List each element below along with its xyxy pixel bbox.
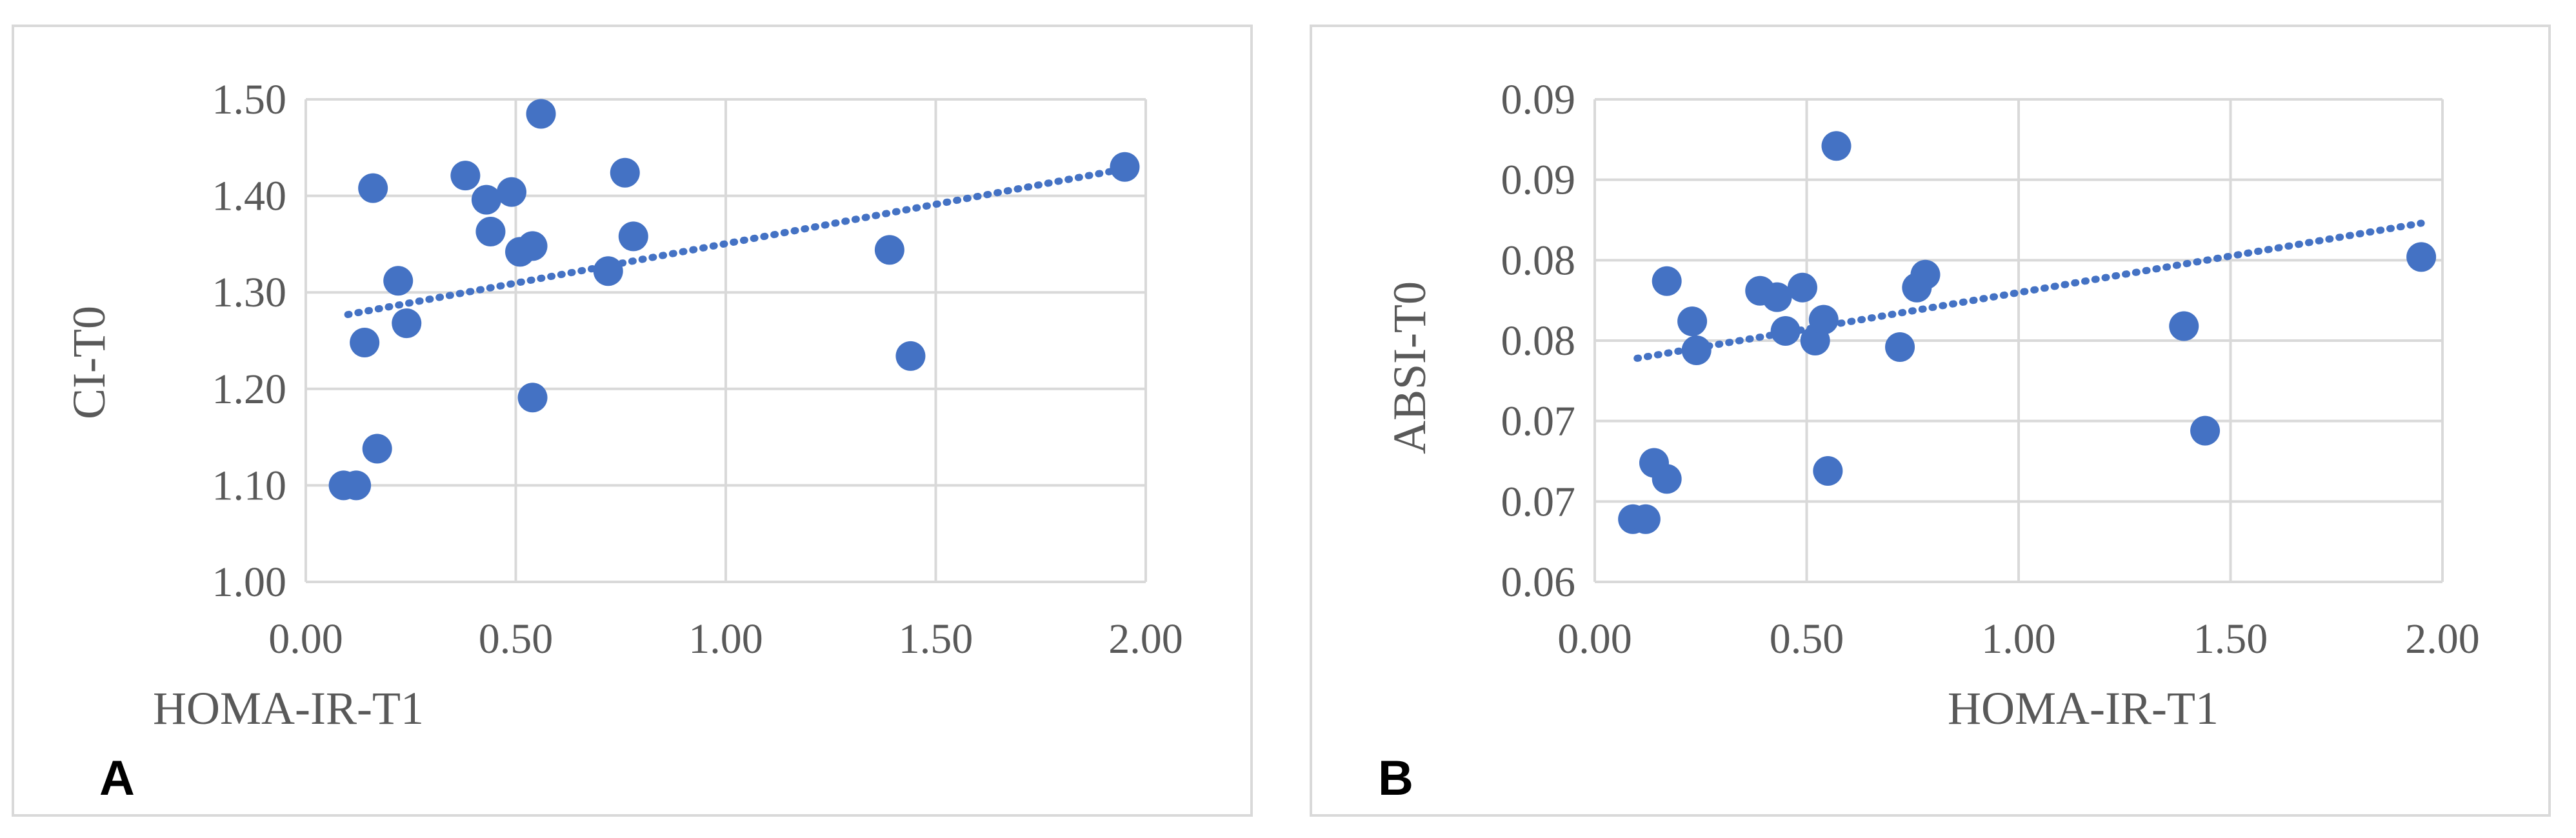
chart-a-data-point [593,256,623,286]
chart-a-data-point [610,157,640,188]
chart-b-trendline [1633,219,2425,362]
chart-b-data-point [1787,272,1817,303]
chart-a-data-point [383,266,414,296]
chart-b-data-point [1821,131,1852,161]
chart-b-panel-label: B [1378,751,1413,806]
chart-a-x-tick-label: 0.00 [268,615,343,663]
chart-b-x-tick-label: 1.00 [1981,615,2056,663]
chart-a-data-point [526,99,556,129]
chart-a-y-tick-label: 1.50 [212,76,287,123]
chart-b-x-tick-label: 2.00 [2405,615,2480,663]
chart-a-data-point [1110,152,1140,182]
chart-b-data-point [1762,282,1792,312]
chart-a-data-point [895,341,926,371]
chart-b-x-tick-label: 0.00 [1557,615,1632,663]
chart-panel-b: 0.06 0.07 0.07 0.08 0.08 0.09 0.09 0.00 0.50 1.00… [1310,25,2551,817]
chart-b-data-point [1770,316,1801,346]
chart-b-y-tick-label: 0.07 [1501,478,1576,525]
chart-a-data-point [450,161,481,191]
chart-a-data-point [392,308,422,339]
chart-b-points [1618,131,2437,534]
chart-b-y-tick-label: 0.09 [1501,157,1576,204]
chart-b-data-point [1681,335,1712,365]
chart-b-y-tick-label: 0.08 [1501,237,1576,284]
chart-a-data-point [874,235,904,265]
chart-a-data-point [517,231,548,261]
chart-a-svg: 1.00 1.10 1.20 1.30 1.40 1.50 0.00 0.50 1.00 1.50… [63,76,1183,806]
chart-b-data-point [1652,464,1682,494]
chart-a-x-axis-title: HOMA-IR-T1 [153,683,424,734]
chart-a-data-point [341,470,372,501]
chart-a-y-tick-label: 1.10 [212,462,287,509]
chart-b-data-point [2406,242,2437,272]
chart-b-gridlines [1593,98,2444,583]
chart-b-data-point [2190,415,2221,446]
chart-a-y-tick-label: 1.30 [212,269,287,316]
chart-b-x-tick-label: 1.50 [2193,615,2268,663]
chart-b-data-point [1808,304,1839,335]
chart-a-data-point [350,327,380,357]
chart-a-data-point [496,177,526,207]
chart-b-y-tick-label: 0.07 [1501,398,1576,445]
chart-a-trendline-layer [344,165,1128,319]
chart-a-y-tick-label: 1.00 [212,559,287,606]
chart-a-panel-label: A [99,751,135,806]
chart-a-y-tick-label: 1.40 [212,173,287,220]
chart-a-data-point [517,383,548,413]
chart-a-x-tick-label: 0.50 [479,615,554,663]
chart-b-x-tick-label: 0.50 [1770,615,1844,663]
chart-b-y-tick-label: 0.09 [1501,76,1576,123]
chart-b-x-axis-title: HOMA-IR-T1 [1948,683,2219,734]
chart-b-data-point [2169,311,2199,341]
chart-a-data-point [358,173,388,203]
chart-a-x-tick-label: 1.00 [688,615,763,663]
chart-a-y-tick-label: 1.20 [212,366,287,413]
chart-b-y-tick-label: 0.08 [1501,317,1576,364]
chart-b-trendline-layer [1633,219,2425,362]
chart-a-gridlines [305,98,1147,583]
chart-panel-a: 1.00 1.10 1.20 1.30 1.40 1.50 0.00 0.50 1.00 1.50… [12,25,1253,817]
chart-a-x-tick-label: 1.50 [899,615,973,663]
chart-b-data-point [1652,266,1682,296]
chart-b-data-point [1813,455,1843,486]
chart-b-y-axis-title: ABSI-T0 [1384,281,1435,454]
chart-a-trendline [344,165,1128,319]
chart-b-svg: 0.06 0.07 0.07 0.08 0.08 0.09 0.09 0.00 0.50 1.00… [1378,76,2480,806]
chart-b-data-point [1885,332,1915,362]
chart-a-y-axis-title: CI-T0 [63,306,115,419]
chart-a-x-tick-label: 2.00 [1108,615,1183,663]
chart-b-y-tick-label: 0.06 [1501,559,1576,606]
chart-b-tick-labels: 0.06 0.07 0.07 0.08 0.08 0.09 0.09 0.00 0.50 1.00… [1501,76,2480,663]
chart-a-data-point [618,221,648,252]
chart-a-data-point [471,185,501,215]
chart-a-data-point [362,434,392,464]
chart-b-data-point [1910,259,1941,290]
chart-a-points [328,99,1140,501]
chart-a-tick-labels: 1.00 1.10 1.20 1.30 1.40 1.50 0.00 0.50 1.00 1.50… [212,76,1183,663]
chart-b-data-point [1677,306,1708,337]
chart-b-data-point [1630,504,1661,534]
chart-a-data-point [475,216,506,246]
